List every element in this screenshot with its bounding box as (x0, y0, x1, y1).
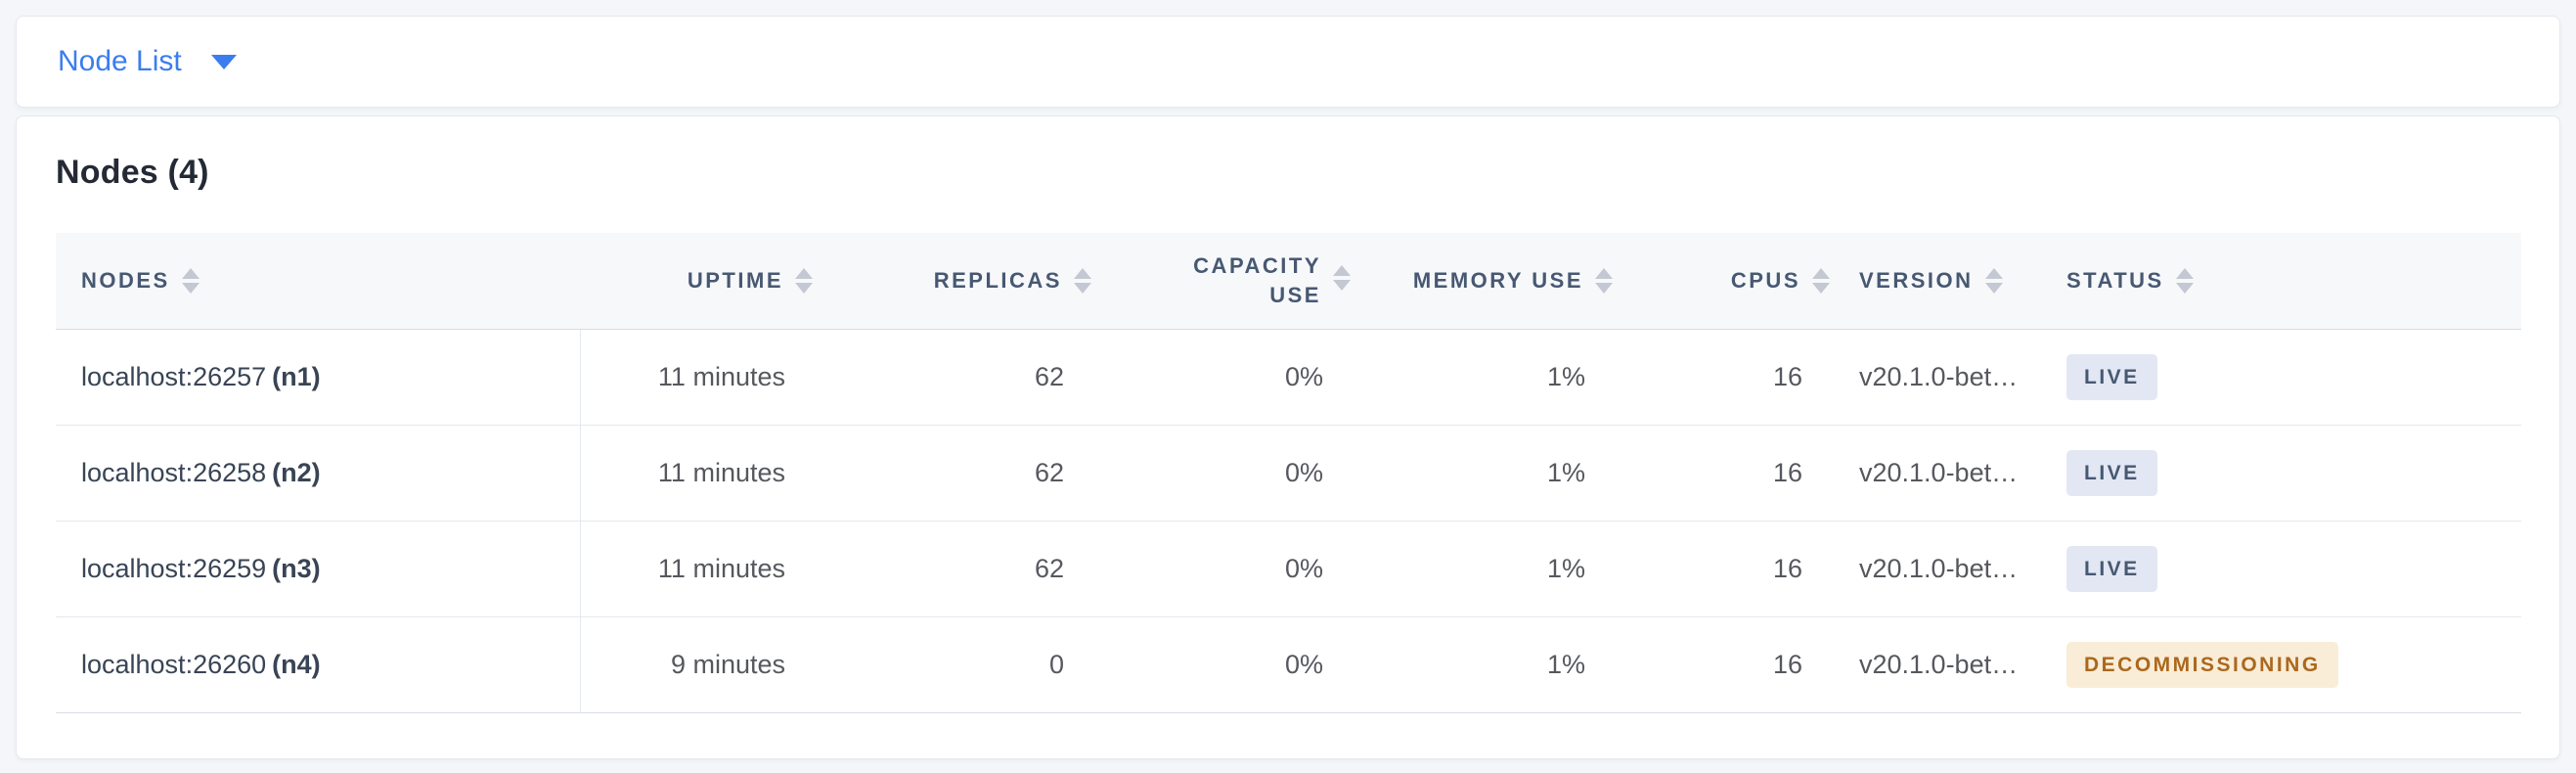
table-row: localhost:26257 (n1) 11 minutes 62 0% 1% … (56, 329, 2521, 426)
replicas-cell: 0 (813, 616, 1091, 713)
cpus-cell: 16 (1613, 521, 1830, 617)
status-badge: LIVE (2066, 353, 2157, 400)
sort-icon[interactable] (181, 267, 200, 294)
status-badge: DECOMMISSIONING (2066, 641, 2338, 688)
view-selector-bar: Node List (16, 16, 2560, 108)
node-address[interactable]: localhost:26259 (81, 553, 267, 583)
column-header-label: NODES (81, 267, 170, 293)
node-list-dropdown-label: Node List (58, 45, 182, 77)
replicas-cell: 62 (813, 329, 1091, 426)
node-id: (n4) (272, 649, 321, 679)
uptime-cell: 11 minutes (580, 425, 813, 522)
capacity-use-cell: 0% (1091, 425, 1351, 522)
column-header-nodes[interactable]: NODES (56, 233, 580, 330)
table-row: localhost:26258 (n2) 11 minutes 62 0% 1% … (56, 425, 2521, 522)
status-cell: DECOMMISSIONING (2066, 616, 2521, 713)
node-address[interactable]: localhost:26258 (81, 457, 267, 487)
column-header-uptime[interactable]: UPTIME (580, 233, 813, 330)
table-row: localhost:26259 (n3) 11 minutes 62 0% 1% … (56, 521, 2521, 617)
node-id: (n3) (272, 553, 321, 583)
status-cell: LIVE (2066, 425, 2521, 522)
node-list-dropdown[interactable]: Node List (58, 45, 237, 78)
column-header-label: CPUS (1730, 267, 1800, 293)
sort-icon[interactable] (1812, 267, 1830, 294)
status-badge: LIVE (2066, 449, 2157, 496)
node-address-cell[interactable]: localhost:26259 (n3) (56, 521, 581, 617)
sort-icon[interactable] (1984, 267, 2003, 294)
node-address[interactable]: localhost:26260 (81, 649, 267, 679)
replicas-cell: 62 (813, 425, 1091, 522)
column-header-label: MEMORY USE (1412, 267, 1583, 293)
version-cell: v20.1.0-bet… (1830, 616, 2066, 713)
column-header-label: STATUS (2066, 267, 2164, 293)
page-title: Nodes (4) (56, 154, 209, 191)
memory-use-cell: 1% (1351, 425, 1613, 522)
uptime-cell: 11 minutes (580, 521, 813, 617)
column-header-label: CAPACITY USE (1193, 253, 1321, 307)
column-header-label: UPTIME (687, 267, 783, 293)
column-header-replicas[interactable]: REPLICAS (813, 233, 1091, 330)
uptime-cell: 9 minutes (580, 616, 813, 713)
node-address[interactable]: localhost:26257 (81, 361, 267, 391)
version-cell: v20.1.0-bet… (1830, 329, 2066, 426)
cpus-cell: 16 (1613, 329, 1830, 426)
status-cell: LIVE (2066, 521, 2521, 617)
column-header-version[interactable]: VERSION (1830, 233, 2066, 330)
column-header-capacity-use[interactable]: CAPACITY USE (1091, 233, 1351, 330)
column-header-cpus[interactable]: CPUS (1613, 233, 1830, 330)
column-header-label: REPLICAS (933, 267, 1062, 293)
memory-use-cell: 1% (1351, 616, 1613, 713)
node-id: (n2) (272, 457, 321, 487)
nodes-panel: Nodes (4) NODES UPTIME (16, 115, 2560, 759)
sort-icon[interactable] (795, 267, 813, 294)
version-cell: v20.1.0-bet… (1830, 521, 2066, 617)
memory-use-cell: 1% (1351, 521, 1613, 617)
column-header-status[interactable]: STATUS (2066, 233, 2521, 330)
cpus-cell: 16 (1613, 425, 1830, 522)
replicas-cell: 62 (813, 521, 1091, 617)
node-address-cell[interactable]: localhost:26257 (n1) (56, 329, 581, 426)
memory-use-cell: 1% (1351, 329, 1613, 426)
table-row: localhost:26260 (n4) 9 minutes 0 0% 1% 16… (56, 616, 2521, 713)
capacity-use-cell: 0% (1091, 329, 1351, 426)
node-address-cell[interactable]: localhost:26260 (n4) (56, 616, 581, 713)
capacity-use-cell: 0% (1091, 616, 1351, 713)
status-cell: LIVE (2066, 329, 2521, 426)
sort-icon[interactable] (2175, 267, 2194, 294)
sort-icon[interactable] (1074, 267, 1091, 294)
node-list-table: NODES UPTIME REPLICAS (56, 233, 2521, 713)
column-header-label: VERSION (1859, 267, 1974, 293)
status-badge: LIVE (2066, 545, 2157, 592)
node-id: (n1) (272, 361, 321, 391)
column-header-memory-use[interactable]: MEMORY USE (1351, 233, 1613, 330)
cpus-cell: 16 (1613, 616, 1830, 713)
chevron-down-icon (210, 54, 237, 69)
node-address-cell[interactable]: localhost:26258 (n2) (56, 425, 581, 522)
sort-icon[interactable] (1333, 265, 1351, 292)
uptime-cell: 11 minutes (580, 329, 813, 426)
capacity-use-cell: 0% (1091, 521, 1351, 617)
table-header-row: NODES UPTIME REPLICAS (56, 233, 2521, 330)
sort-icon[interactable] (1595, 267, 1613, 294)
version-cell: v20.1.0-bet… (1830, 425, 2066, 522)
